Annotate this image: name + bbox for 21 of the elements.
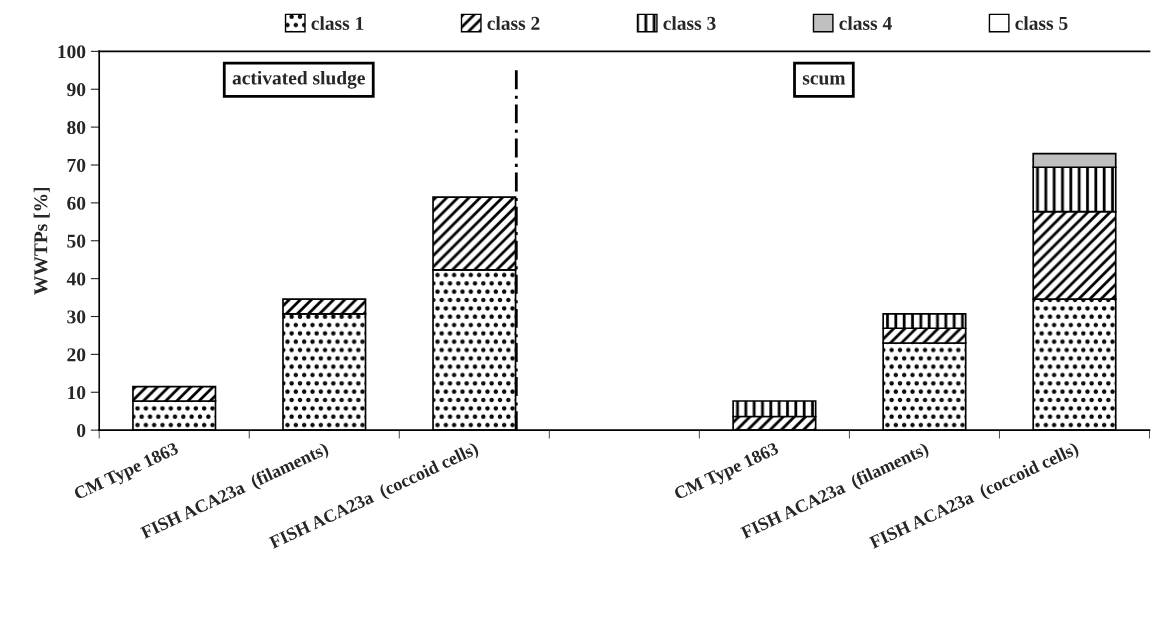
legend-label: class 3: [663, 16, 716, 30]
y-tick-label: 50: [67, 234, 86, 248]
y-tick-label: 70: [67, 158, 86, 172]
y-tick-label: 30: [67, 310, 86, 324]
y-tick-label: 10: [68, 386, 86, 400]
annotation: scum: [802, 75, 846, 85]
y-tick-label: 90: [67, 83, 86, 97]
y-tick-label: 0: [77, 423, 86, 438]
annotation: activated sludge: [232, 70, 365, 89]
x-tick-label: CM Type 1863: [673, 441, 781, 504]
y-tick-label: 100: [58, 45, 86, 59]
y-tick-label: 20: [67, 348, 86, 362]
y-tick-label: 60: [67, 196, 86, 210]
legend-label: class 5: [1015, 16, 1068, 30]
y-tick-label: 40: [66, 272, 86, 286]
legend-label: class 4: [839, 16, 892, 30]
legend-label: class 1: [311, 16, 364, 30]
y-axis-title: WWTPs [%]: [33, 187, 50, 295]
x-tick-label: CM Type 1863: [73, 441, 181, 504]
legend-label: class 2: [487, 16, 540, 30]
y-tick-label: 80: [67, 120, 86, 135]
